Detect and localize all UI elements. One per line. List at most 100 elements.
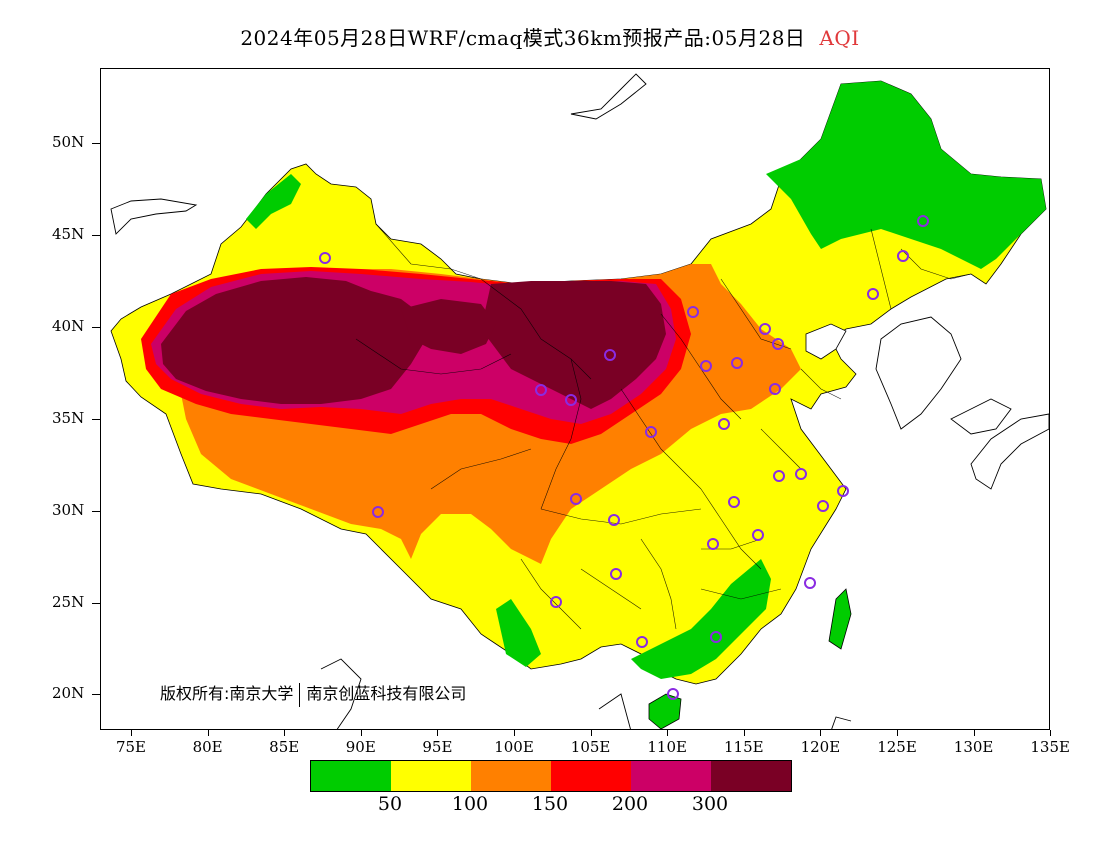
y-axis-tick xyxy=(92,143,100,144)
station-marker[interactable] xyxy=(636,636,648,648)
y-axis-tick xyxy=(92,603,100,604)
zone-hazardous-west xyxy=(161,277,426,404)
x-axis-tick xyxy=(437,730,439,736)
legend-swatch xyxy=(391,761,471,791)
x-axis-tick xyxy=(131,730,132,736)
x-axis-tick xyxy=(973,730,975,736)
station-marker[interactable] xyxy=(608,514,620,526)
x-axis-tick xyxy=(514,730,515,736)
x-axis-tick xyxy=(284,730,286,736)
legend-swatch xyxy=(631,761,711,791)
y-axis-label: 25N xyxy=(52,593,85,611)
aqi-fill-layers xyxy=(110,80,1047,729)
station-marker[interactable] xyxy=(604,349,616,361)
x-axis-label: 95E xyxy=(422,738,453,756)
station-marker[interactable] xyxy=(773,470,785,482)
y-axis-tick xyxy=(92,235,100,236)
legend-swatch xyxy=(551,761,631,791)
foreign-coastlines xyxy=(110,73,1049,729)
copyright-left: 版权所有:南京大学 xyxy=(160,684,294,703)
station-marker[interactable] xyxy=(372,506,384,518)
legend-label: 150 xyxy=(531,793,569,815)
station-marker[interactable] xyxy=(759,323,771,335)
legend-label: 50 xyxy=(377,793,403,815)
x-axis-tick xyxy=(207,730,209,736)
legend-label: 300 xyxy=(691,793,729,815)
station-marker[interactable] xyxy=(570,493,582,505)
x-axis-label: 135E xyxy=(1030,738,1070,756)
station-marker[interactable] xyxy=(718,418,730,430)
station-marker[interactable] xyxy=(707,538,719,550)
station-marker[interactable] xyxy=(667,688,679,700)
x-axis-tick xyxy=(1050,730,1052,736)
y-axis-label: 50N xyxy=(52,133,85,151)
station-marker[interactable] xyxy=(837,485,849,497)
x-axis-label: 80E xyxy=(192,738,223,756)
map-frame xyxy=(100,68,1050,730)
x-axis-tick xyxy=(897,730,898,736)
x-axis-tick xyxy=(743,730,745,736)
legend-swatch xyxy=(711,761,791,791)
zone-good-south xyxy=(631,559,771,679)
x-axis-label: 120E xyxy=(800,738,841,756)
aqi-legend xyxy=(310,760,792,792)
copyright-notice: 版权所有:南京大学 南京创蓝科技有限公司 xyxy=(160,680,466,707)
station-marker[interactable] xyxy=(772,338,784,350)
legend-swatch xyxy=(471,761,551,791)
copyright-separator xyxy=(299,682,301,707)
station-marker[interactable] xyxy=(731,357,743,369)
title-variable: AQI xyxy=(819,26,860,50)
station-marker[interactable] xyxy=(687,306,699,318)
zone-good-northwest xyxy=(246,174,301,229)
station-marker[interactable] xyxy=(728,496,740,508)
station-marker[interactable] xyxy=(817,500,829,512)
station-markers xyxy=(319,215,929,700)
x-axis-label: 105E xyxy=(570,738,611,756)
y-axis-label: 20N xyxy=(52,684,85,702)
y-axis-label: 35N xyxy=(52,409,85,427)
copyright-right: 南京创蓝科技有限公司 xyxy=(306,684,467,703)
zone-hazardous-east xyxy=(481,281,666,409)
x-axis-label: 130E xyxy=(953,738,994,756)
map-title: 2024年05月28日WRF/cmaq模式36km预报产品:05月28日 AQI xyxy=(0,22,1100,51)
y-axis-label: 40N xyxy=(52,317,85,335)
bohai-sea xyxy=(805,323,847,360)
x-axis-tick xyxy=(667,730,669,736)
y-axis-label: 45N xyxy=(52,225,85,243)
station-marker[interactable] xyxy=(535,384,547,396)
station-marker[interactable] xyxy=(319,252,331,264)
station-marker[interactable] xyxy=(710,631,722,643)
station-marker[interactable] xyxy=(565,394,577,406)
y-axis-tick xyxy=(92,419,100,420)
y-axis-tick xyxy=(92,511,100,512)
station-marker[interactable] xyxy=(550,596,562,608)
y-axis-label: 30N xyxy=(52,501,85,519)
y-axis-tick xyxy=(92,694,100,695)
x-axis-label: 90E xyxy=(345,738,376,756)
x-axis-label: 115E xyxy=(724,738,764,756)
legend-swatch xyxy=(311,761,391,791)
x-axis-label: 75E xyxy=(115,738,147,756)
zone-good-northeast xyxy=(766,81,1046,269)
aqi-map xyxy=(110,73,1049,729)
station-marker[interactable] xyxy=(645,426,657,438)
station-marker[interactable] xyxy=(610,568,622,580)
station-marker[interactable] xyxy=(752,529,764,541)
station-marker[interactable] xyxy=(700,360,712,372)
station-marker[interactable] xyxy=(795,468,807,480)
y-axis-tick xyxy=(92,327,100,328)
title-main: 2024年05月28日WRF/cmaq模式36km预报产品:05月28日 xyxy=(240,26,806,50)
station-marker[interactable] xyxy=(867,288,879,300)
x-axis-tick xyxy=(590,730,592,736)
station-marker[interactable] xyxy=(769,383,781,395)
legend-label: 200 xyxy=(611,793,649,815)
zone-good-southwest xyxy=(496,599,541,667)
x-axis-label: 100E xyxy=(494,738,534,756)
station-marker[interactable] xyxy=(804,577,816,589)
x-axis-tick xyxy=(820,730,822,736)
x-axis-tick xyxy=(360,730,362,736)
zone-hazardous-mid xyxy=(401,299,496,354)
x-axis-label: 85E xyxy=(269,738,300,756)
station-marker[interactable] xyxy=(897,250,909,262)
station-marker[interactable] xyxy=(917,215,929,227)
